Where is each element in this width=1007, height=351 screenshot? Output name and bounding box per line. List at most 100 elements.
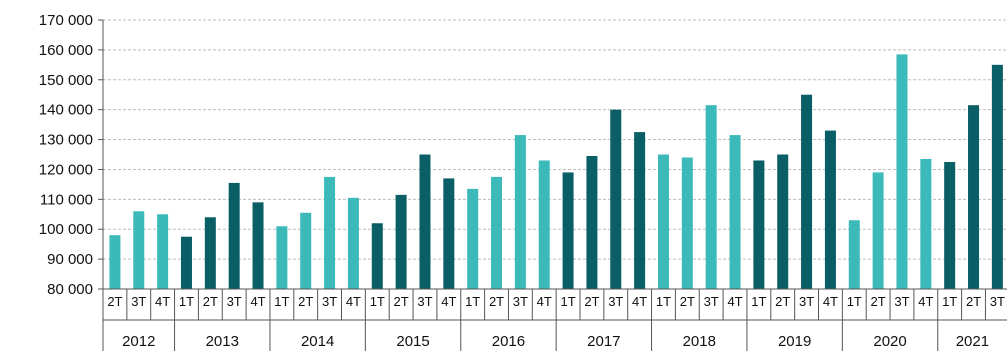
bar xyxy=(896,54,908,289)
quarter-label: 3T xyxy=(704,294,719,309)
bar xyxy=(157,214,169,289)
bar xyxy=(586,155,598,289)
quarter-label: 3T xyxy=(608,294,623,309)
quarter-label: 2T xyxy=(203,294,218,309)
bar xyxy=(610,109,622,290)
year-label: 2012 xyxy=(122,333,155,350)
bar xyxy=(324,176,336,289)
bar xyxy=(634,132,646,289)
axes xyxy=(98,19,1007,351)
year-label: 2015 xyxy=(396,333,429,350)
year-labels: 2012 2013 2014 2015 2016 2017 2018 2019 2020 2021 xyxy=(122,333,989,350)
bar xyxy=(371,223,383,289)
quarter-label: 2T xyxy=(489,294,504,309)
quarter-label: 1T xyxy=(656,294,671,309)
bar xyxy=(705,105,717,289)
bar xyxy=(753,160,765,289)
quarter-label: 2T xyxy=(394,294,409,309)
bar xyxy=(276,226,288,289)
bar xyxy=(300,212,312,289)
bars xyxy=(109,54,1003,290)
bar xyxy=(920,158,932,289)
quarter-label: 3T xyxy=(417,294,432,309)
bar xyxy=(204,217,216,289)
bar xyxy=(968,105,980,289)
bar xyxy=(848,220,860,289)
year-label: 2018 xyxy=(683,333,716,350)
quarter-label: 2T xyxy=(775,294,790,309)
bar xyxy=(252,202,264,289)
quarter-label: 4T xyxy=(250,294,265,309)
y-tick-label: 110 000 xyxy=(40,191,93,208)
quarter-label: 1T xyxy=(370,294,385,309)
quarter-label: 1T xyxy=(560,294,575,309)
year-label: 2016 xyxy=(492,333,525,350)
bar xyxy=(347,197,359,289)
y-tick-label: 160 000 xyxy=(39,42,93,59)
quarter-label: 4T xyxy=(537,294,552,309)
quarter-label: 2T xyxy=(584,294,599,309)
quarter-label: 1T xyxy=(465,294,480,309)
year-label: 2017 xyxy=(587,333,620,350)
quarter-ticks: 2T 3T 4T 1T 2T 3T 4T 1T 2T 3T 4T 1T 2T 3T 4T 1T 2T 3T 4T 1T… xyxy=(107,294,1005,309)
year-label: 2014 xyxy=(301,333,334,350)
y-tick-label: 170 000 xyxy=(39,12,93,29)
quarter-label: 3T xyxy=(227,294,242,309)
quarter-label: 4T xyxy=(155,294,170,309)
bar xyxy=(729,135,741,289)
bar xyxy=(133,211,145,289)
bar xyxy=(538,160,550,289)
bar xyxy=(109,235,121,289)
quarter-label: 1T xyxy=(751,294,766,309)
y-tick-label: 120 000 xyxy=(39,161,93,178)
y-tick-label: 150 000 xyxy=(39,72,93,89)
bar xyxy=(443,178,455,289)
bar xyxy=(180,236,192,289)
quarter-label: 1T xyxy=(274,294,289,309)
quarter-label: 2T xyxy=(680,294,695,309)
year-label: 2021 xyxy=(956,333,989,350)
quarter-label: 4T xyxy=(346,294,361,309)
year-label: 2020 xyxy=(873,333,906,350)
y-axis-ticks: 80 000 90 000 100 000 110 000 120 000 130 000… xyxy=(39,12,93,298)
quarter-label: 4T xyxy=(727,294,742,309)
bar xyxy=(562,172,574,289)
quarter-label: 4T xyxy=(632,294,647,309)
quarter-label: 3T xyxy=(799,294,814,309)
y-tick-label: 90 000 xyxy=(47,251,93,268)
quarter-label: 2T xyxy=(298,294,313,309)
quarter-label: 4T xyxy=(918,294,933,309)
bar xyxy=(824,130,836,289)
quarter-label: 4T xyxy=(823,294,838,309)
bar xyxy=(777,154,789,289)
quarter-label: 2T xyxy=(107,294,122,309)
bar xyxy=(991,64,1003,289)
quarter-label: 1T xyxy=(179,294,194,309)
bar xyxy=(681,157,693,289)
bar xyxy=(467,188,479,289)
bar xyxy=(419,154,431,289)
quarter-label: 4T xyxy=(441,294,456,309)
y-tick-label: 130 000 xyxy=(39,132,93,149)
bar xyxy=(228,182,240,289)
bar xyxy=(944,161,956,289)
quarter-label: 3T xyxy=(513,294,528,309)
y-tick-label: 100 000 xyxy=(39,221,93,238)
y-tick-label: 140 000 xyxy=(39,102,93,119)
bar xyxy=(657,154,669,289)
quarter-label: 3T xyxy=(131,294,146,309)
bar xyxy=(514,135,526,289)
year-label: 2013 xyxy=(206,333,239,350)
quarter-label: 1T xyxy=(847,294,862,309)
bar xyxy=(395,194,407,289)
quarter-label: 3T xyxy=(990,294,1005,309)
bar xyxy=(872,172,884,289)
quarter-label: 2T xyxy=(966,294,981,309)
bar xyxy=(491,176,503,289)
quarter-label: 3T xyxy=(322,294,337,309)
quarter-label: 3T xyxy=(894,294,909,309)
quarter-label: 1T xyxy=(942,294,957,309)
year-label: 2019 xyxy=(778,333,811,350)
